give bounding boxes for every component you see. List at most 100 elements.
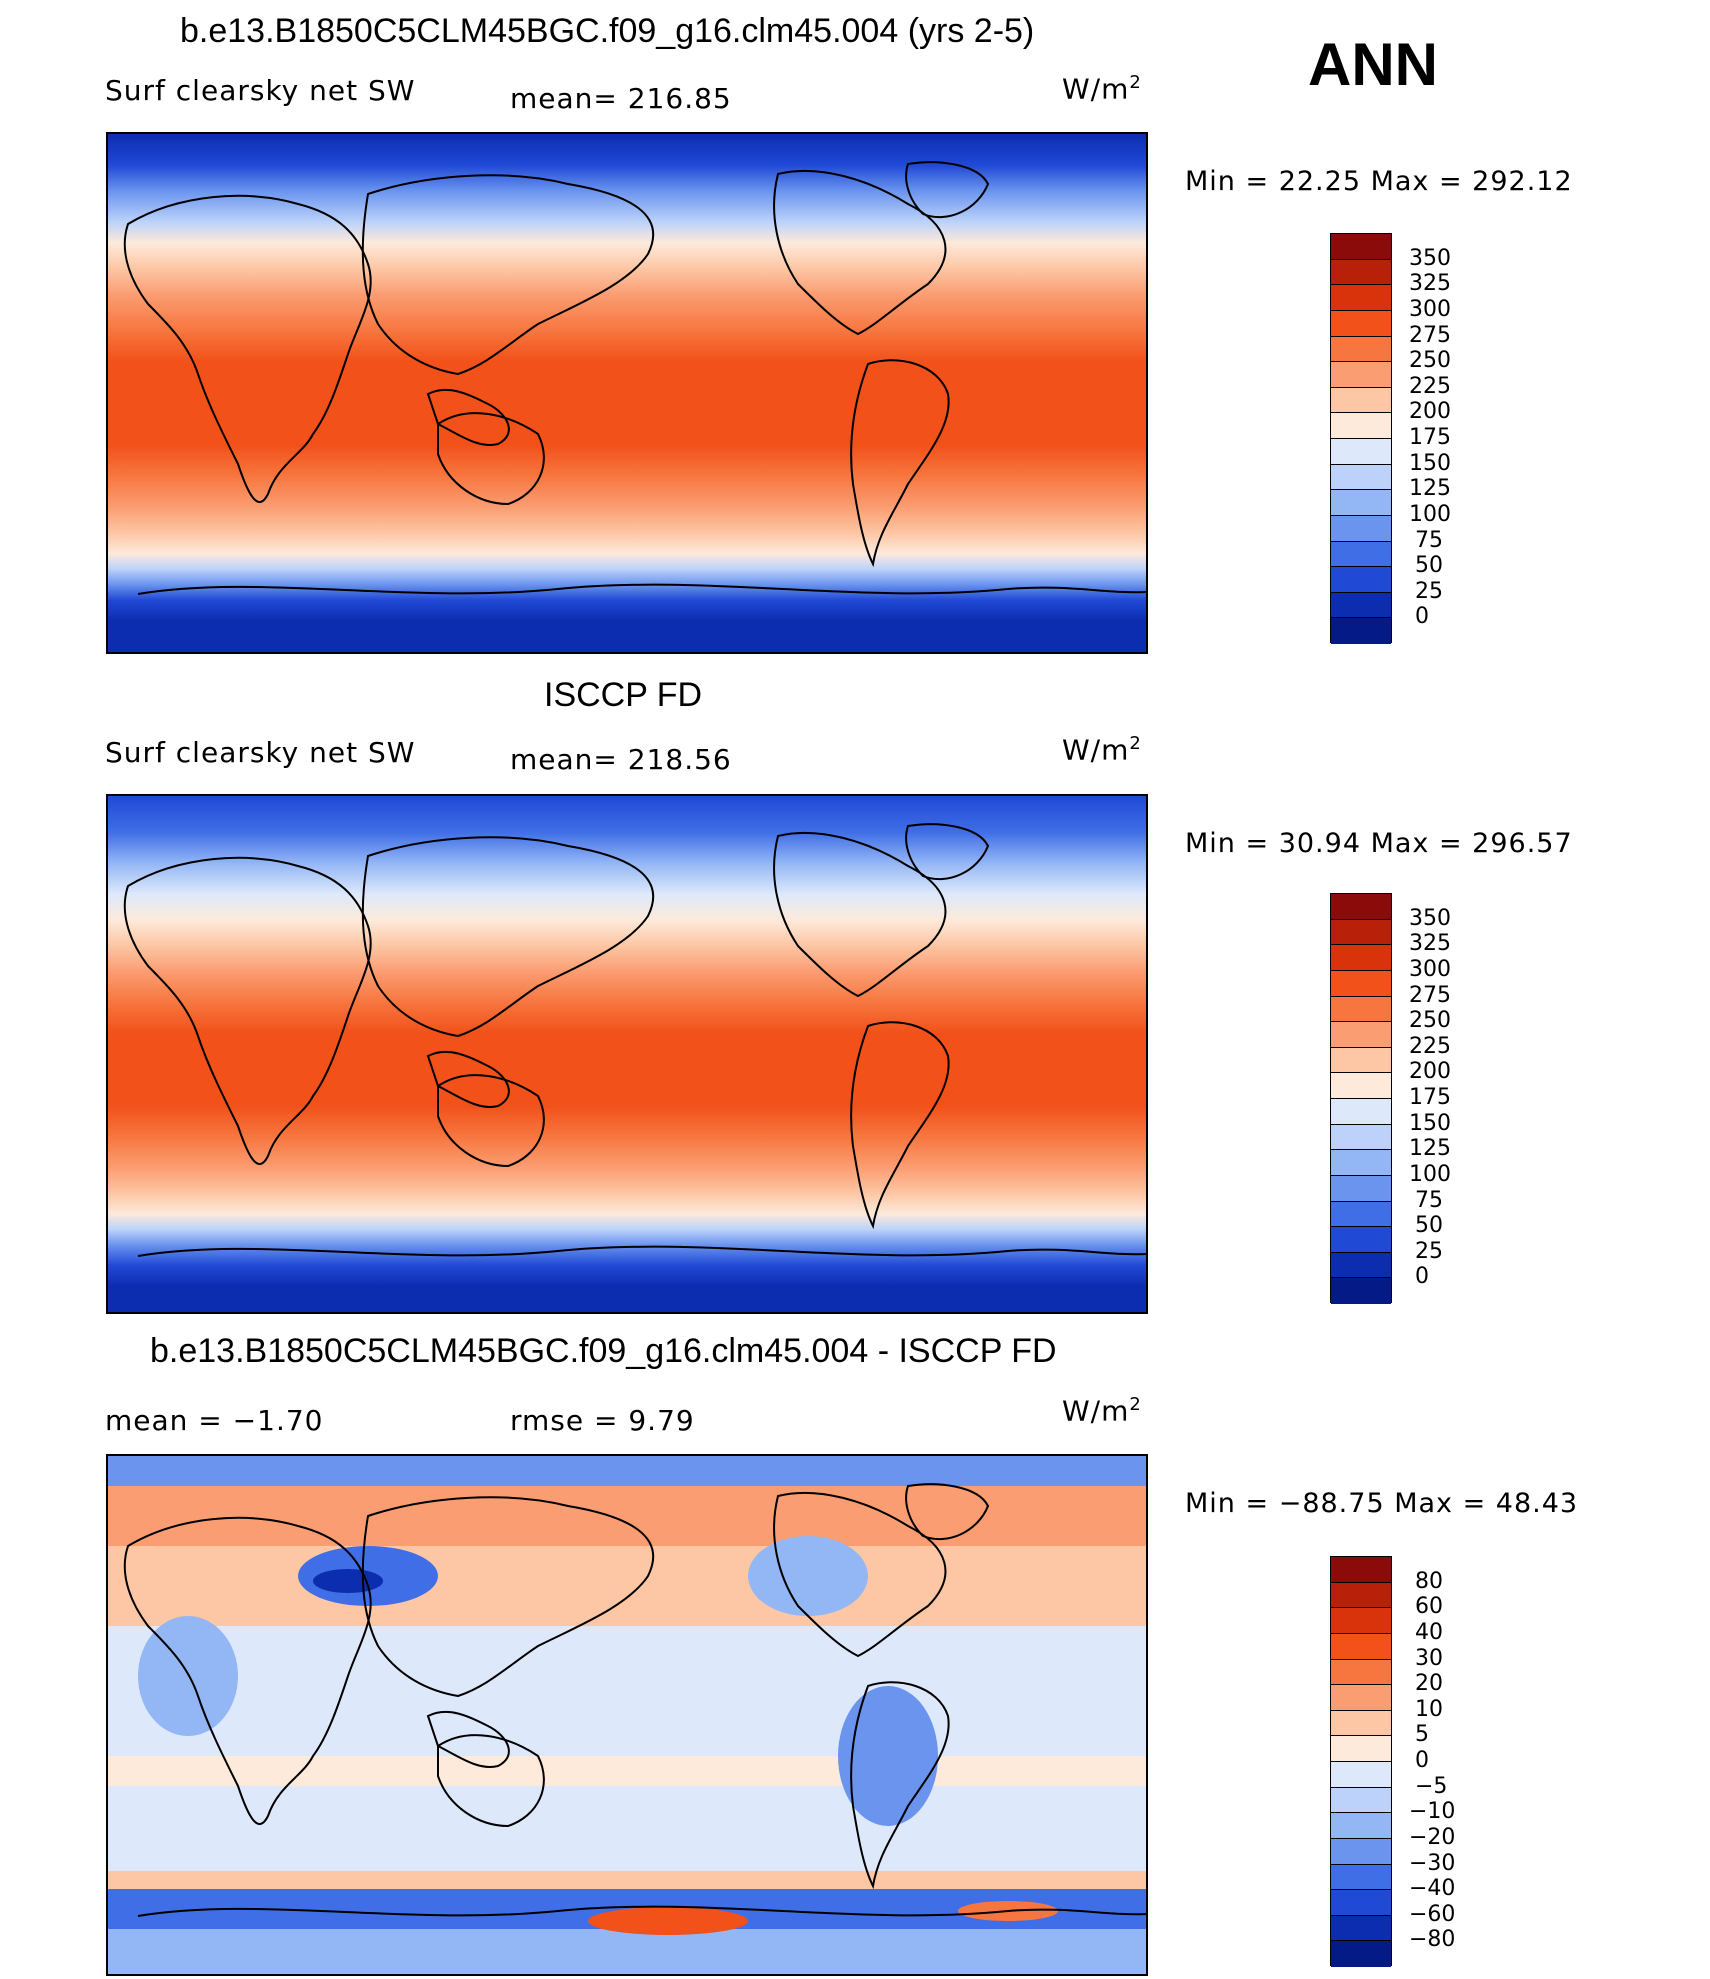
colorbar-diff-labels: 80 60 40 30 20 10 5 0 −5 −10 −20 −30 −40 −60 −80 [1405,1556,1485,1966]
colorbar-swatch [1331,515,1391,542]
panel-diff-mean: mean = −1.70 [105,1404,324,1437]
panel-diff-units: W/m2 [1062,1394,1142,1428]
panel-diff-minmax: Min = −88.75 Max = 48.43 [1185,1488,1579,1519]
colorbar-swatch [1331,1710,1391,1737]
colorbar-tick-label: 0 [1415,604,1429,630]
colorbar-tick-label: 0 [1415,1264,1429,1290]
colorbar-obs [1330,893,1392,1304]
colorbar-swatch [1331,285,1391,311]
colorbar-swatch [1331,439,1391,465]
colorbar-swatch [1331,1864,1391,1891]
colorbar-tick-label: 225 [1409,1033,1451,1059]
colorbar-swatch [1331,894,1391,920]
colorbar-swatch [1331,1227,1391,1253]
colorbar-swatch [1331,1915,1391,1942]
colorbar-swatch [1331,618,1391,644]
colorbar-model-labels: 350 325 300 275 250 225 200 175 150 125 100 75 50 25 0 [1405,233,1485,643]
colorbar-tick-label: −80 [1409,1927,1456,1953]
colorbar-swatch [1331,919,1391,946]
colorbar-tick-label: 40 [1415,1619,1443,1645]
panel-model-variable: Surf clearsky net SW [105,74,416,107]
colorbar-swatch [1331,1685,1391,1711]
colorbar-tick-label: −60 [1409,1901,1456,1927]
colorbar-swatch [1331,1557,1391,1583]
colorbar-tick-label: 100 [1409,501,1451,527]
colorbar-swatch [1331,945,1391,971]
panel-model-title: b.e13.B1850C5CLM45BGC.f09_g16.clm45.004 … [180,12,1035,50]
colorbar-model [1330,233,1392,644]
map-obs [106,794,1148,1314]
colorbar-tick-label: 25 [1415,1238,1443,1264]
colorbar-swatch [1331,1659,1391,1686]
colorbar-obs-labels: 350 325 300 275 250 225 200 175 150 125 100 75 50 25 0 [1405,893,1485,1303]
season-label: ANN [1308,31,1438,98]
colorbar-swatch [1331,464,1391,491]
map-model [106,132,1148,654]
colorbar-swatch [1331,1278,1391,1304]
colorbar-tick-label: 150 [1409,450,1451,476]
colorbar-swatch [1331,592,1391,619]
colorbar-swatch [1331,567,1391,593]
colorbar-tick-label: 300 [1409,296,1451,322]
colorbar-tick-label: 50 [1415,553,1443,579]
colorbar-swatch [1331,1762,1391,1788]
colorbar-swatch [1331,1813,1391,1839]
colorbar-tick-label: 75 [1415,527,1443,553]
colorbar-swatch [1331,1099,1391,1125]
colorbar-swatch [1331,234,1391,260]
colorbar-tick-label: 350 [1409,905,1451,931]
colorbar-tick-label: 30 [1415,1645,1443,1671]
colorbar-swatch [1331,970,1391,997]
colorbar-tick-label: 275 [1409,982,1451,1008]
colorbar-swatch [1331,1582,1391,1609]
colorbar-tick-label: 0 [1415,1748,1429,1773]
colorbar-tick-label: −30 [1409,1850,1456,1876]
colorbar-swatch [1331,1047,1391,1074]
colorbar-swatch [1331,1150,1391,1176]
panel-obs-minmax: Min = 30.94 Max = 296.57 [1185,828,1573,859]
colorbar-tick-label: 25 [1415,578,1443,604]
colorbar-swatch [1331,310,1391,337]
colorbar-tick-label: 175 [1409,425,1451,450]
colorbar-swatch [1331,541,1391,568]
colorbar-swatch [1331,1608,1391,1634]
colorbar-tick-label: 125 [1409,476,1451,502]
panel-model-mean: mean= 216.85 [510,82,732,115]
colorbar-tick-label: 300 [1409,956,1451,982]
colorbar-tick-label: 325 [1409,931,1451,957]
colorbar-tick-label: 50 [1415,1213,1443,1239]
colorbar-tick-label: 75 [1415,1187,1443,1213]
colorbar-swatch [1331,387,1391,414]
colorbar-swatch [1331,1252,1391,1279]
colorbar-swatch [1331,996,1391,1023]
colorbar-swatch [1331,1941,1391,1967]
colorbar-swatch [1331,362,1391,388]
colorbar-tick-label: 200 [1409,1059,1451,1085]
colorbar-swatch [1331,259,1391,286]
panel-obs-mean: mean= 218.56 [510,743,732,776]
panel-model-minmax: Min = 22.25 Max = 292.12 [1185,166,1573,197]
colorbar-swatch [1331,1633,1391,1660]
colorbar-diff [1330,1556,1392,1967]
colorbar-tick-label: 125 [1409,1136,1451,1162]
colorbar-swatch [1331,1890,1391,1916]
colorbar-swatch [1331,1073,1391,1099]
colorbar-tick-label: 350 [1409,245,1451,271]
colorbar-swatch [1331,1736,1391,1762]
colorbar-tick-label: 10 [1415,1696,1443,1722]
colorbar-tick-label: 100 [1409,1161,1451,1187]
colorbar-swatch [1331,1124,1391,1151]
colorbar-swatch [1331,1022,1391,1048]
colorbar-tick-label: −10 [1409,1799,1456,1825]
colorbar-tick-label: 60 [1415,1594,1443,1620]
colorbar-swatch [1331,413,1391,439]
colorbar-swatch [1331,1201,1391,1228]
panel-obs-title: ISCCP FD [544,676,703,714]
panel-diff-rmse: rmse = 9.79 [510,1404,695,1437]
panel-model-units: W/m2 [1062,72,1142,106]
panel-obs-units: W/m2 [1062,733,1142,767]
colorbar-tick-label: 175 [1409,1085,1451,1110]
colorbar-tick-label: −20 [1409,1824,1456,1850]
colorbar-tick-label: 80 [1415,1568,1443,1594]
panel-obs-variable: Surf clearsky net SW [105,736,416,769]
